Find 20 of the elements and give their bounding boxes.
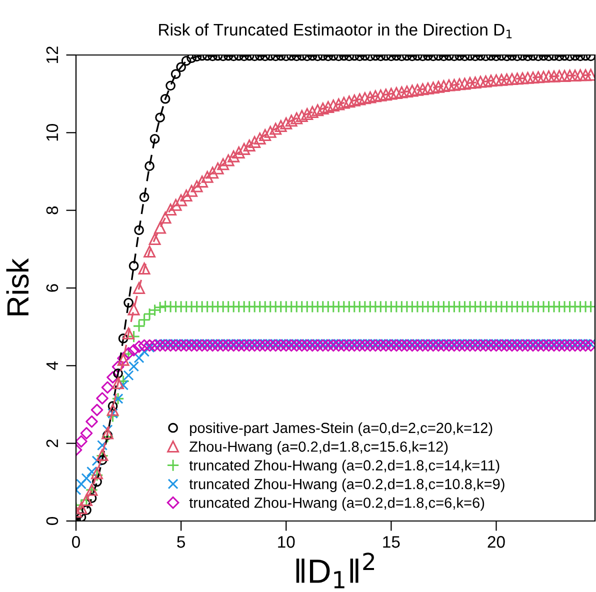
- x-tick-label: 10: [278, 536, 295, 548]
- x-tick-label: 15: [383, 536, 400, 548]
- y-tick-label: 0: [46, 517, 58, 525]
- y-tick-label: 6: [46, 284, 58, 292]
- legend-label: truncated Zhou-Hwang (a=0.2,d=1.8,c=14,k=11): [189, 460, 500, 474]
- chart-title: Risk of Truncated Estimaotor in the Direction D$_{1}$: [159, 23, 512, 38]
- x-axis-title: ‖D$_{1}$‖$^{2}$: [296, 552, 374, 588]
- x-tick-label: 5: [177, 536, 185, 548]
- legend-label: positive-part James-Stein (a=0,d=2,c=20,k=12): [190, 422, 492, 436]
- y-tick-label: 10: [46, 124, 58, 141]
- y-tick-label: 8: [46, 206, 58, 214]
- y-tick-label: 2: [46, 440, 58, 448]
- y-axis-title: Risk: [6, 258, 29, 316]
- legend-label: truncated Zhou-Hwang (a=0.2,d=1.8,c=10.8,k=9): [189, 478, 504, 492]
- x-tick-label: 20: [488, 536, 505, 548]
- y-tick-label: 12: [46, 46, 58, 63]
- y-tick-label: 4: [46, 362, 58, 370]
- legend-label: Zhou-Hwang (a=0.2,d=1.8,c=15.6,k=12): [190, 441, 448, 455]
- legend-label: truncated Zhou-Hwang (a=0.2,d=1.8,c=6,k=6): [189, 497, 484, 511]
- x-tick-label: 0: [72, 536, 80, 548]
